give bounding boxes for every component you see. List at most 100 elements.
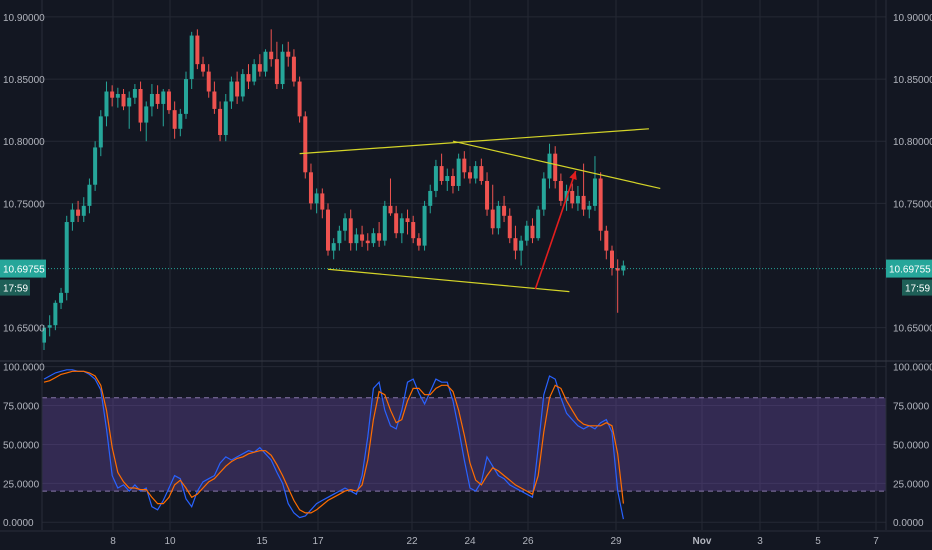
candle-body [558, 181, 563, 201]
candle-body [70, 209, 75, 223]
y-tick-label-right: 10.75000 [893, 199, 932, 210]
x-tick-label: 29 [610, 536, 622, 547]
x-tick-label: 8 [110, 536, 116, 547]
candle-body [320, 193, 325, 210]
candle-body [252, 64, 257, 82]
candle-body [235, 81, 240, 97]
candle-body [468, 172, 472, 179]
candle-body [610, 250, 614, 269]
x-tick-label: 26 [522, 536, 534, 547]
x-tick-label: Nov [693, 536, 712, 547]
candle-body [553, 153, 558, 181]
price-badge-text-right: 10.69755 [889, 265, 931, 276]
upper-trendline [299, 128, 649, 155]
osc-tick-label-right: 25.0000 [893, 479, 930, 490]
candle-body [149, 93, 154, 107]
candle-body [462, 158, 467, 173]
price-badge-right [886, 259, 932, 278]
candle-body [433, 166, 438, 191]
candle-body [360, 234, 365, 241]
osc-tick-label-left: 50.0000 [3, 440, 40, 451]
candle-body [485, 181, 490, 210]
y-tick-label-right: 10.90000 [893, 13, 932, 24]
candle-body [524, 225, 529, 241]
candle-body [42, 327, 46, 343]
countdown-text-right: 17:59 [905, 284, 930, 295]
candle-body [621, 265, 626, 271]
candle-body [59, 292, 64, 303]
price-badge-text-left: 10.69755 [3, 265, 45, 276]
grid-lines [42, 0, 886, 530]
osc-tick-label-right: 100.0000 [893, 363, 932, 374]
y-tick-label-left: 10.75000 [3, 199, 45, 210]
candle-body [456, 158, 461, 186]
candles-layer [42, 29, 626, 351]
candle-body [87, 184, 92, 206]
candle-body [416, 238, 421, 246]
drawings-layer [42, 128, 886, 293]
candle-body [138, 89, 143, 123]
candle-body [201, 64, 206, 72]
candle-body [172, 110, 177, 129]
candle-body [592, 178, 597, 206]
candle-body [490, 209, 495, 229]
candle-body [439, 166, 444, 181]
candle-body [405, 218, 410, 223]
candle-body [394, 213, 399, 234]
y-tick-label-left: 10.85000 [3, 75, 45, 86]
stoch-k-line [43, 369, 624, 520]
candle-body [286, 51, 291, 57]
price-badge-left [0, 259, 46, 278]
candle-body [223, 101, 228, 136]
overbought-oversold-band [42, 397, 886, 492]
stochastic-band [42, 397, 886, 492]
candle-body [371, 233, 376, 244]
candle-body [161, 91, 166, 104]
candle-body [93, 147, 98, 185]
candle-body [604, 230, 609, 251]
candle-body [575, 195, 580, 204]
candle-body [581, 195, 586, 210]
x-tick-label: 24 [464, 536, 476, 547]
x-tick-label: 15 [256, 536, 268, 547]
countdown-text-left: 17:59 [3, 284, 28, 295]
y-tick-label-right: 10.65000 [893, 324, 932, 335]
candle-body [308, 172, 313, 204]
osc-tick-label-left: 100.0000 [3, 363, 45, 374]
candle-body [445, 176, 450, 181]
candle-body [422, 205, 427, 246]
x-tick-label: 3 [757, 536, 763, 547]
y-tick-label-right: 10.80000 [893, 137, 932, 148]
candle-body [519, 240, 524, 251]
countdown-badge-left [0, 279, 30, 296]
candle-body [326, 209, 330, 251]
candle-body [354, 234, 359, 244]
candle-body [536, 209, 541, 239]
candle-body [388, 205, 393, 214]
candle-body [274, 59, 279, 85]
candle-body [479, 166, 484, 181]
candle-body [541, 178, 546, 210]
candle-body [195, 35, 200, 65]
y-tick-label-right: 10.85000 [893, 75, 932, 86]
candle-body [240, 74, 245, 97]
candle-body [502, 205, 507, 216]
osc-tick-label-left: 75.0000 [3, 402, 40, 413]
candle-body [377, 233, 382, 241]
candle-body [291, 56, 296, 82]
x-tick-label: 7 [873, 536, 879, 547]
candle-body [47, 325, 52, 328]
candle-body [246, 74, 251, 82]
x-tick-label: 10 [164, 536, 176, 547]
candle-body [263, 51, 268, 72]
candle-body [343, 218, 348, 231]
stoch-d-line [43, 370, 624, 514]
candle-body [428, 190, 433, 206]
candle-body [178, 113, 183, 129]
candle-body [81, 205, 86, 216]
candle-body [587, 205, 592, 210]
candle-body [314, 193, 319, 204]
candle-body [513, 238, 518, 251]
candle-body [121, 93, 126, 107]
lower-trendline [327, 268, 570, 293]
